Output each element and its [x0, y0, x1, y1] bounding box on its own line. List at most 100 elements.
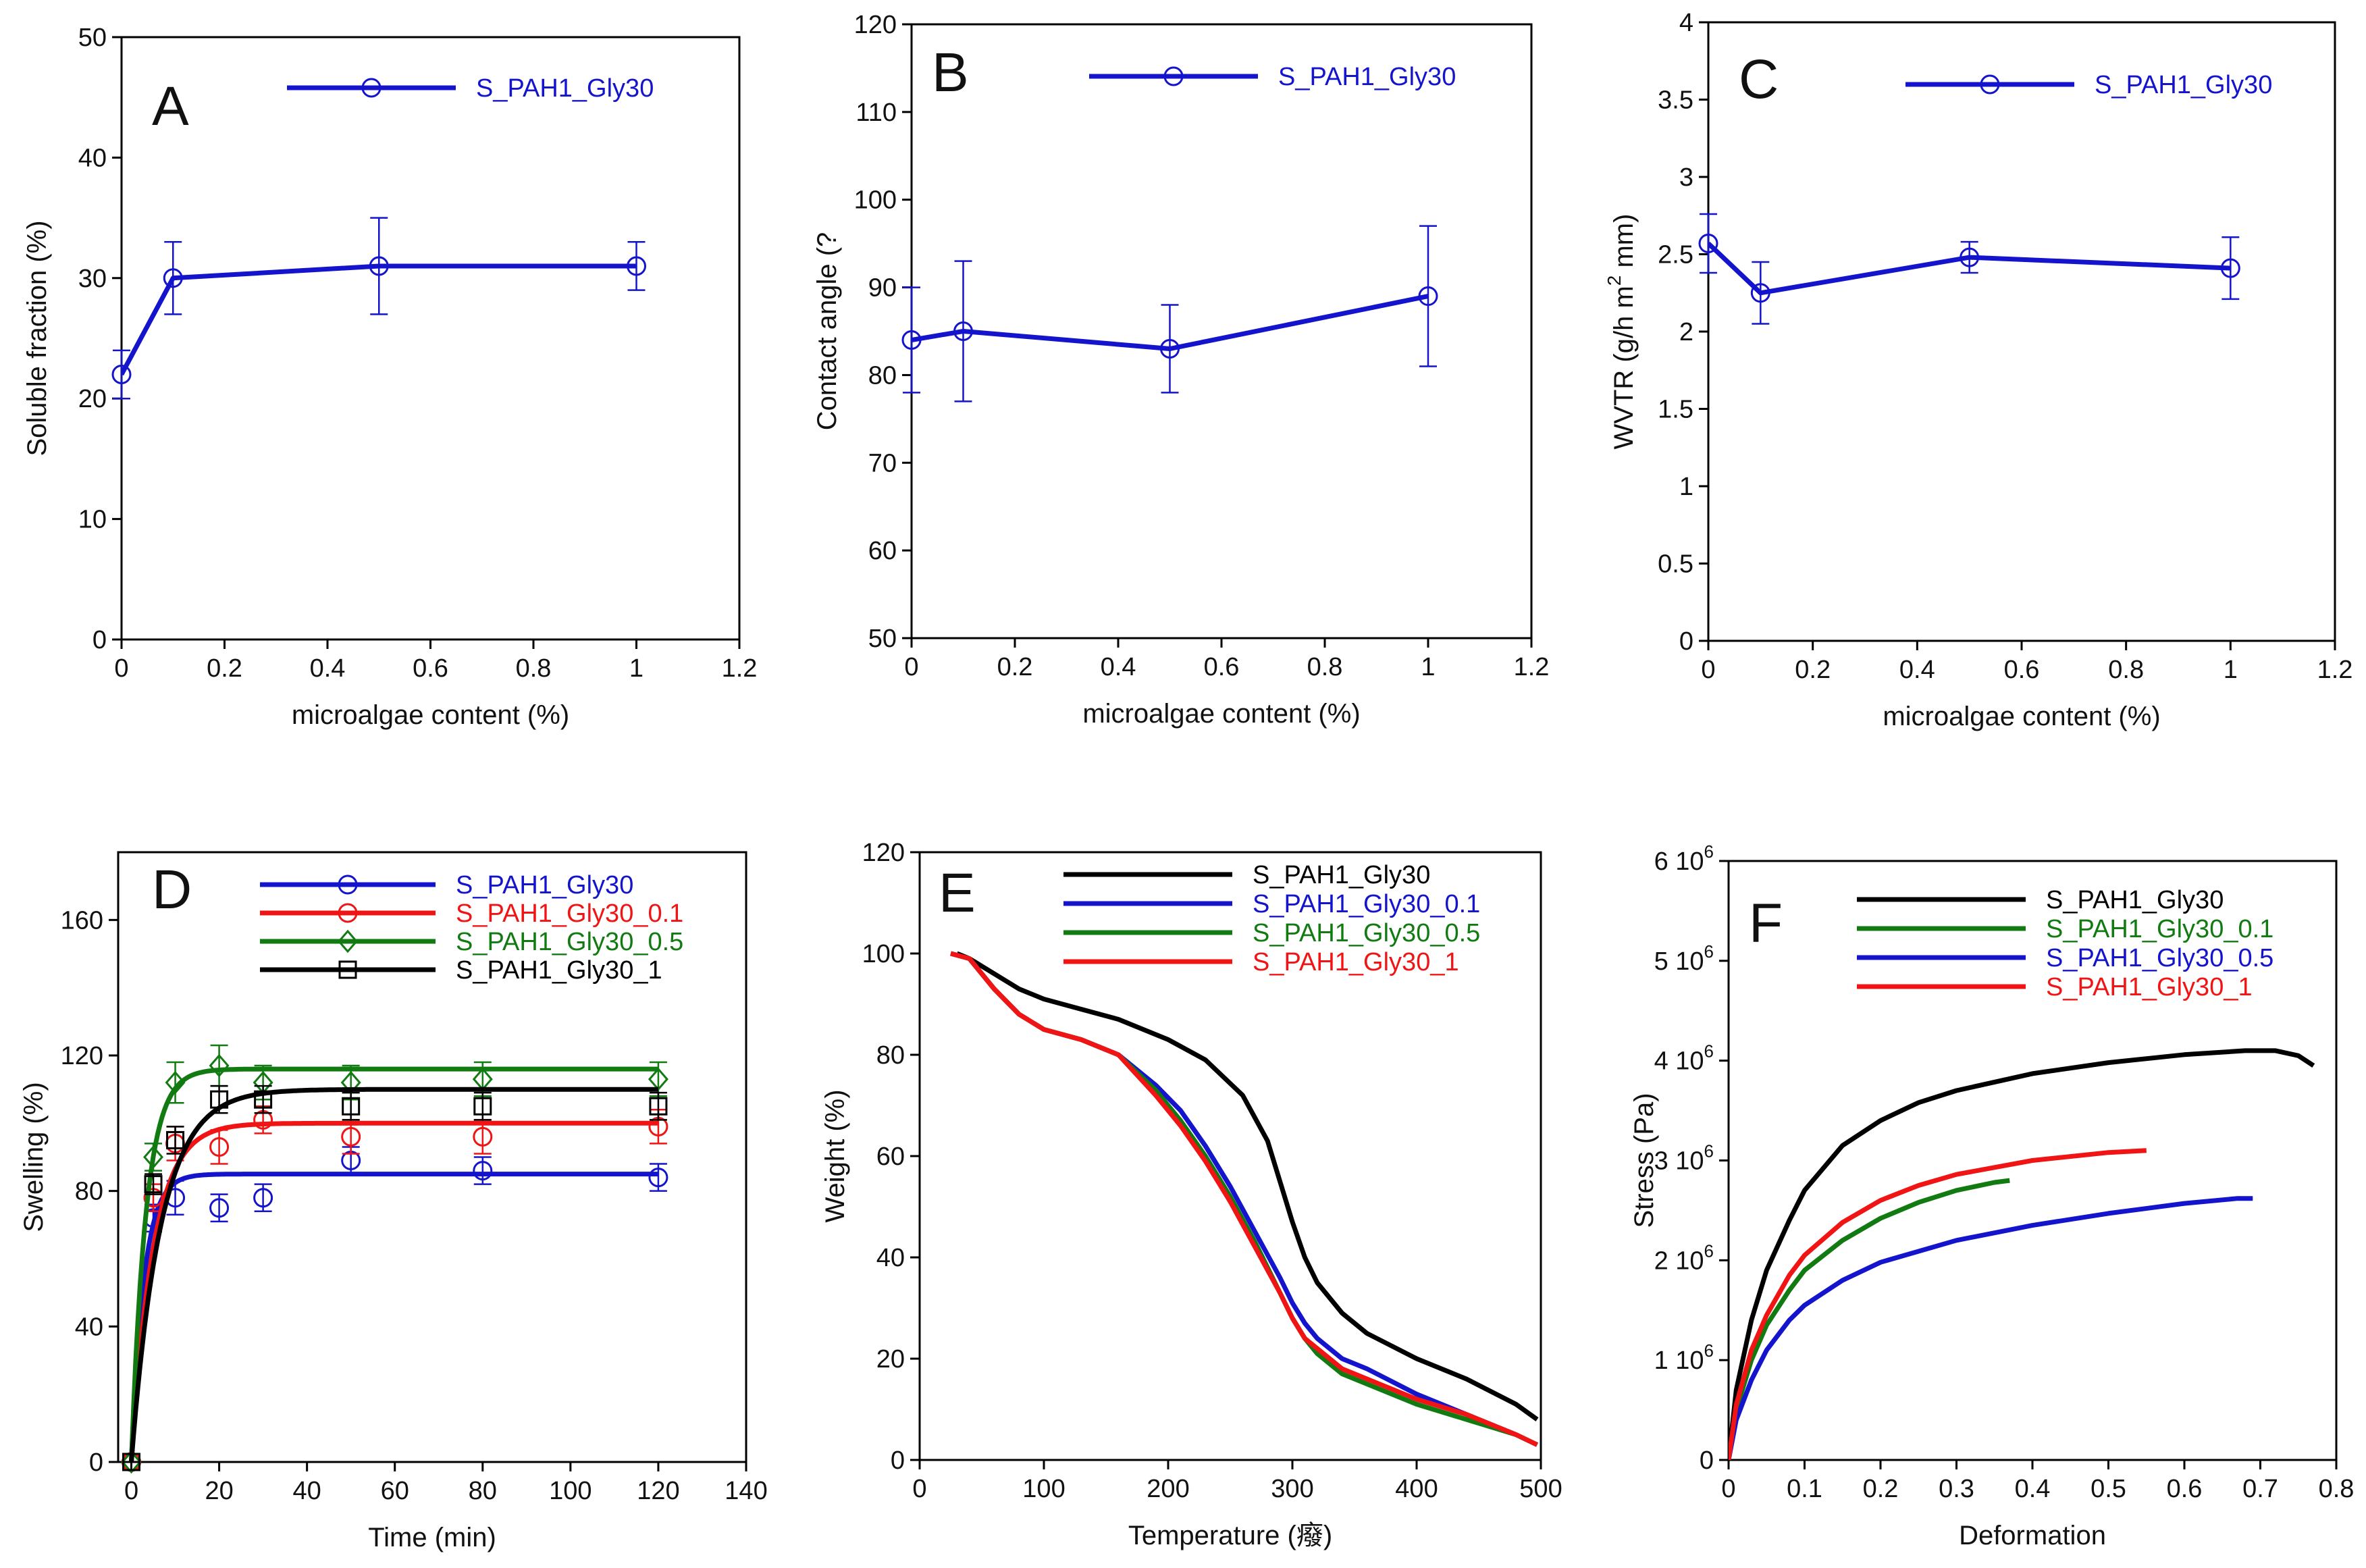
y-tick-label: 70	[868, 449, 897, 477]
data-point	[627, 256, 646, 276]
y-tick-exponent: 6	[1704, 941, 1714, 962]
data-point	[210, 1090, 229, 1109]
x-tick-label: 100	[549, 1477, 592, 1505]
series-line	[950, 951, 1539, 1447]
series-C-1	[1698, 213, 2240, 325]
y-tick-label: 20	[876, 1345, 905, 1374]
x-tick-label: 0.2	[1863, 1475, 1899, 1503]
y-tick-label: 6 106	[1654, 841, 1714, 876]
x-tick-label: 0	[1701, 656, 1715, 684]
y-tick-label: 50	[868, 625, 897, 653]
data-point	[473, 1126, 493, 1147]
x-tick-label: 0.6	[2167, 1475, 2203, 1503]
x-tick-label: 200	[1147, 1475, 1189, 1503]
data-point	[2220, 258, 2240, 278]
x-tick-label: 500	[1519, 1475, 1562, 1503]
series-line	[912, 294, 1429, 351]
data-point	[166, 1130, 185, 1149]
y-tick-exponent: 6	[1704, 1240, 1714, 1261]
y-tick-label: 120	[61, 1042, 103, 1070]
y-tick-label: 4	[1679, 9, 1693, 37]
y-axis-title-main: WVTR (g/h m	[1609, 286, 1639, 449]
x-tick-label: 0.2	[207, 654, 242, 683]
y-tick-label: 10	[78, 506, 107, 534]
y-tick-mantissa: 5 10	[1654, 947, 1704, 976]
x-tick-label: 1	[2224, 656, 2238, 684]
y-tick-label: 0	[89, 1448, 103, 1477]
x-tick-label: 60	[381, 1477, 409, 1505]
x-tick-label: 0.1	[1787, 1475, 1822, 1503]
x-tick-label: 0.2	[1795, 656, 1831, 684]
series-F-3	[1729, 1196, 2253, 1460]
y-axis-title: Swelling (%)	[19, 1082, 49, 1232]
legend: S_PAH1_Gly30	[287, 74, 654, 103]
x-tick-label: 140	[725, 1477, 767, 1505]
y-axis-title: Weight (%)	[820, 1089, 850, 1222]
y-tick-label: 110	[856, 99, 897, 127]
legend-label: S_PAH1_Gly30_0.1	[1253, 890, 1480, 918]
y-tick-label: 0	[891, 1446, 905, 1475]
data-point	[369, 256, 389, 276]
series-line	[1729, 1178, 2010, 1460]
y-tick-exponent: 6	[1704, 841, 1714, 862]
y-tick-label: 80	[868, 361, 897, 390]
y-axis-title-tail: mm)	[1609, 214, 1639, 276]
data-point	[121, 1450, 142, 1474]
x-tick-label: 0.5	[2091, 1475, 2126, 1503]
x-axis-title: microalgae content (%)	[1082, 699, 1360, 729]
x-tick-label: 0.8	[516, 654, 552, 683]
y-tick-mantissa: 4 10	[1654, 1047, 1704, 1076]
y-tick-label: 50	[78, 24, 107, 52]
y-tick-exponent: 6	[1704, 1340, 1714, 1361]
legend-marker	[338, 960, 357, 979]
x-tick-label: 0.6	[2004, 656, 2040, 684]
data-point	[163, 268, 183, 288]
series-line	[955, 951, 1539, 1421]
series-line	[1708, 241, 2231, 296]
data-point	[111, 365, 132, 385]
y-axis-title: Contact angle (?	[812, 232, 842, 431]
y-axis-title: Soluble fraction (%)	[22, 220, 52, 456]
x-tick-label: 20	[205, 1477, 233, 1505]
y-tick-label: 60	[876, 1143, 905, 1171]
x-axis-title: microalgae content (%)	[1883, 702, 2160, 731]
y-tick-label: 30	[78, 265, 107, 293]
y-tick-exponent: 6	[1704, 1041, 1714, 1062]
y-tick-label: 20	[78, 385, 107, 413]
y-tick-mantissa: 3 10	[1654, 1147, 1704, 1176]
y-tick-label: 60	[868, 537, 897, 565]
chart-panel-E: 0 100 200 300 400 500 0 20 40 60 80 100 120 Temperatu…	[820, 839, 1562, 1550]
panel-letter: C	[1739, 49, 1779, 110]
data-point	[648, 1067, 668, 1091]
legend-label: S_PAH1_Gly30_1	[2046, 973, 2253, 1001]
panel-letter: D	[152, 859, 192, 920]
y-tick-label: 90	[868, 274, 897, 303]
x-tick-label: 0.4	[1101, 653, 1136, 681]
x-tick-label: 0.8	[1307, 653, 1343, 681]
panel-letter: F	[1749, 893, 1783, 954]
x-axis-title: microalgae content (%)	[292, 700, 569, 730]
data-point	[1960, 247, 1980, 267]
y-tick-mantissa: 6 10	[1654, 847, 1704, 876]
x-tick-label: 120	[637, 1477, 679, 1505]
data-point	[901, 330, 922, 350]
legend-label: S_PAH1_Gly30_0.5	[1253, 919, 1480, 947]
legend-label: S_PAH1_Gly30	[2046, 886, 2224, 914]
legend-label: S_PAH1_Gly30_1	[456, 956, 662, 985]
y-tick-label: 3.5	[1658, 86, 1693, 115]
y-tick-label: 0	[1700, 1446, 1714, 1475]
y-tick-label: 100	[862, 940, 905, 968]
series-E-4	[950, 951, 1539, 1447]
data-point	[122, 1453, 141, 1471]
y-tick-label: 2 106	[1654, 1240, 1714, 1275]
plot-frame	[1707, 21, 2336, 642]
y-tick-label: 0	[1679, 627, 1693, 656]
legend-label: S_PAH1_Gly30	[1278, 63, 1456, 91]
y-tick-label: 3 106	[1654, 1141, 1714, 1176]
x-tick-label: 80	[469, 1477, 497, 1505]
series-D-4	[122, 1084, 668, 1471]
series-line	[1729, 1048, 2315, 1460]
data-point	[144, 1175, 163, 1194]
legend-label: S_PAH1_Gly30	[456, 871, 633, 899]
